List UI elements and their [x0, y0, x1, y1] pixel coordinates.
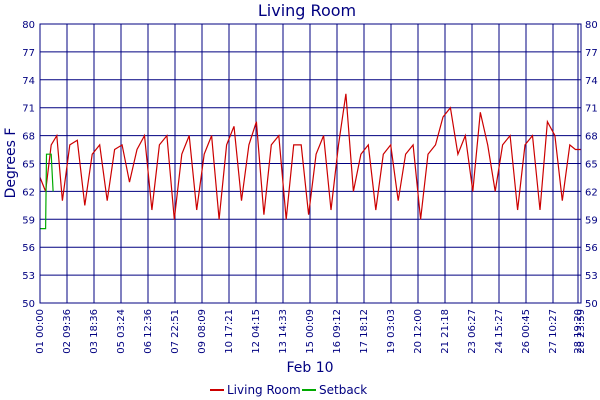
- x-tick-label: 21 21:18: [440, 309, 451, 354]
- y-tick-label-right: 80: [585, 20, 598, 31]
- x-tick-label: 10 17:21: [224, 309, 235, 354]
- x-tick-label: 01 00:00: [35, 309, 46, 354]
- y-tick-label-right: 65: [585, 160, 598, 171]
- y-tick-label-right: 77: [585, 48, 598, 59]
- series-line-setback: [40, 153, 54, 230]
- y-tick-label-left: 77: [22, 48, 35, 59]
- x-tick-label: 27 10:27: [548, 309, 559, 354]
- x-tick-label: 13 14:33: [278, 309, 289, 354]
- x-tick-label: 24 15:27: [494, 309, 505, 354]
- plot-frame: [39, 23, 582, 304]
- y-tick-label-right: 71: [585, 104, 598, 115]
- chart-title: Living Room: [258, 1, 356, 20]
- x-tick-label: 28 23:59: [576, 309, 587, 354]
- x-tick-label: 06 12:36: [143, 309, 154, 354]
- series-lines: [39, 93, 581, 230]
- x-tick-label: 05 03:24: [116, 309, 127, 354]
- y-tick-labels-left: 50 53 56 59 62 65 68 71 74 77 80: [22, 20, 35, 310]
- y-axis-label: Degrees F: [3, 128, 19, 199]
- legend-label-living-room: Living Room: [227, 383, 301, 397]
- y-tick-label-left: 68: [22, 132, 35, 143]
- y-tick-label-right: 74: [585, 76, 598, 87]
- x-axis-label: Feb 10: [286, 360, 333, 376]
- x-tick-label: 17 18:12: [359, 309, 370, 354]
- y-tick-labels-right: 50 53 56 59 62 65 68 71 74 77 80: [585, 20, 598, 310]
- x-tick-label: 02 09:36: [62, 309, 73, 354]
- y-tick-label-left: 53: [22, 271, 35, 282]
- x-tick-label: 09 08:09: [197, 309, 208, 354]
- y-tick-label-left: 50: [22, 299, 35, 310]
- y-tick-label-right: 50: [585, 299, 598, 310]
- y-tick-label-left: 65: [22, 160, 35, 171]
- y-tick-label-right: 68: [585, 132, 598, 143]
- x-tick-labels: 01 00:00 02 09:36 03 18:36 05 03:24 06 12:36…: [35, 309, 587, 354]
- y-tick-label-right: 62: [585, 187, 598, 198]
- y-tick-label-left: 74: [22, 76, 35, 87]
- legend-label-setback: Setback: [319, 383, 367, 397]
- x-tick-label: 26 00:45: [521, 309, 532, 354]
- y-tick-label-left: 56: [22, 243, 35, 254]
- x-tick-label: 28 19:20: [573, 309, 584, 354]
- x-tick-label: 20 12:00: [413, 309, 424, 354]
- y-tick-label-left: 59: [22, 215, 35, 226]
- x-tick-label: 23 06:27: [467, 309, 478, 354]
- y-tick-label-left: 71: [22, 104, 35, 115]
- x-tick-label: 07 22:51: [170, 309, 181, 354]
- x-tick-label: 03 18:36: [89, 309, 100, 354]
- x-tick-label: 16 09:12: [332, 309, 343, 354]
- series-line-living-room: [39, 93, 581, 220]
- x-tick-label: 19 03:03: [386, 309, 397, 354]
- y-tick-label-right: 53: [585, 271, 598, 282]
- y-tick-label-right: 56: [585, 243, 598, 254]
- y-tick-label-left: 80: [22, 20, 35, 31]
- y-tick-label-left: 62: [22, 187, 35, 198]
- legend: Living Room Setback: [210, 383, 367, 397]
- x-tick-label: 12 04:15: [251, 309, 262, 354]
- x-tick-label: 15 00:09: [305, 309, 316, 354]
- y-tick-label-right: 59: [585, 215, 598, 226]
